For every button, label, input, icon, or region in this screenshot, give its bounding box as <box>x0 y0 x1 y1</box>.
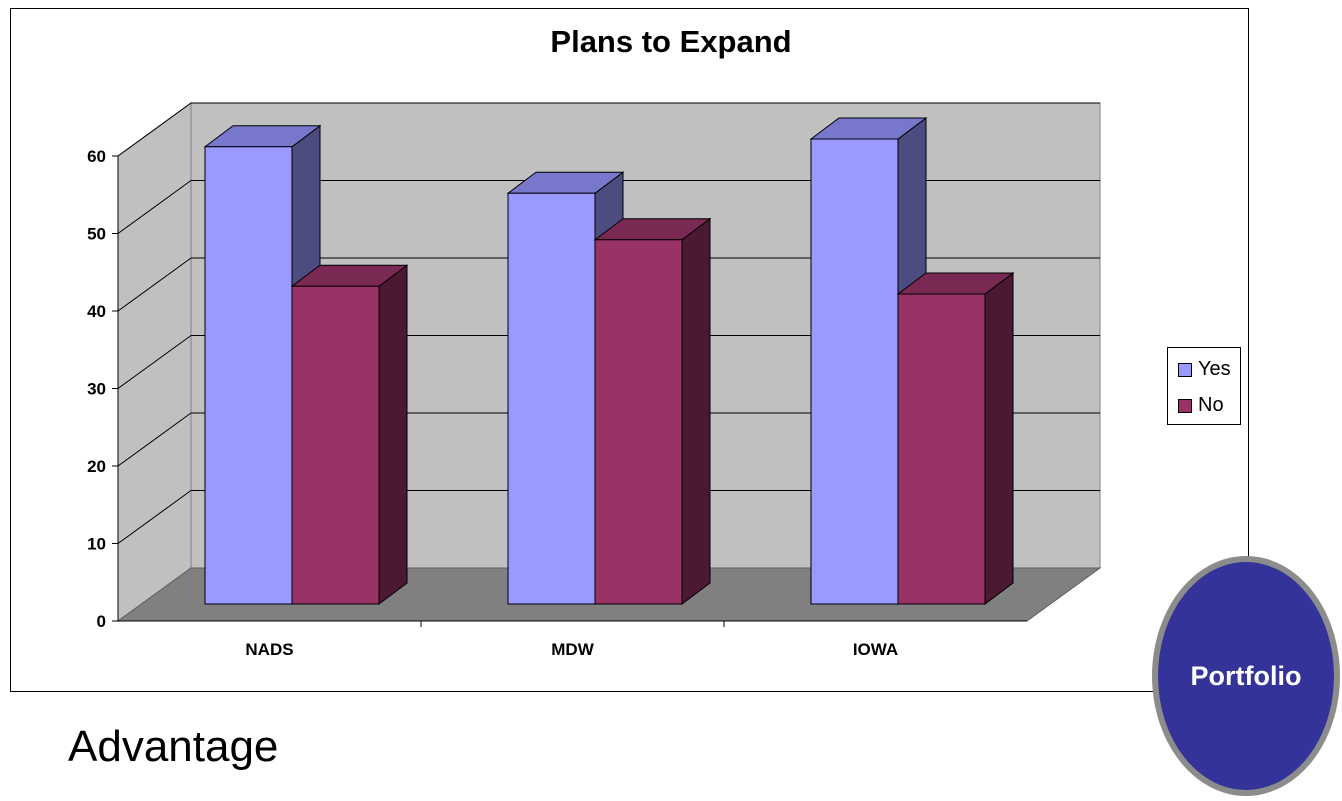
advantage-caption: Advantage <box>68 722 279 771</box>
gridline-side <box>117 412 192 467</box>
y-tick-label: 0 <box>97 612 106 631</box>
x-tick-label-iowa: IOWA <box>853 640 898 659</box>
gridline-side <box>117 257 192 312</box>
legend-label-no: No <box>1198 394 1224 416</box>
y-tick-label: 20 <box>87 457 106 476</box>
x-tick-label-mdw: MDW <box>551 640 594 659</box>
y-tick-label: 60 <box>87 147 106 166</box>
gridline-side <box>117 102 192 157</box>
bar-side-no-mdw <box>681 217 711 605</box>
x-tick-label-nads: NADS <box>245 640 293 659</box>
chart-title: Plans to Expand <box>550 24 792 59</box>
y-tick-label: 50 <box>87 225 106 244</box>
legend-label-yes: Yes <box>1198 358 1231 380</box>
legend-swatch-yes <box>1178 362 1192 377</box>
bar-no-nads <box>291 285 380 605</box>
bar-yes-nads <box>204 146 293 605</box>
legend-item-no: No <box>1178 394 1224 418</box>
bar-no-iowa <box>897 293 986 605</box>
gridline-side <box>117 180 192 234</box>
y-tick-label: 40 <box>87 302 106 321</box>
chart-legend: Yes No <box>1167 347 1241 425</box>
gridline-side <box>117 490 192 544</box>
legend-swatch-no <box>1178 398 1192 413</box>
bar-no-mdw <box>594 239 683 605</box>
bar-side-no-iowa <box>984 272 1014 605</box>
portfolio-button[interactable]: Portfolio <box>1152 556 1340 796</box>
legend-item-yes: Yes <box>1178 358 1231 382</box>
y-tick-label: 30 <box>87 380 106 399</box>
gridline-side <box>117 335 192 389</box>
bar-yes-mdw <box>507 192 596 605</box>
bar-side-no-nads <box>378 264 408 605</box>
y-tick-label: 10 <box>87 535 106 554</box>
bar-yes-iowa <box>810 138 899 605</box>
